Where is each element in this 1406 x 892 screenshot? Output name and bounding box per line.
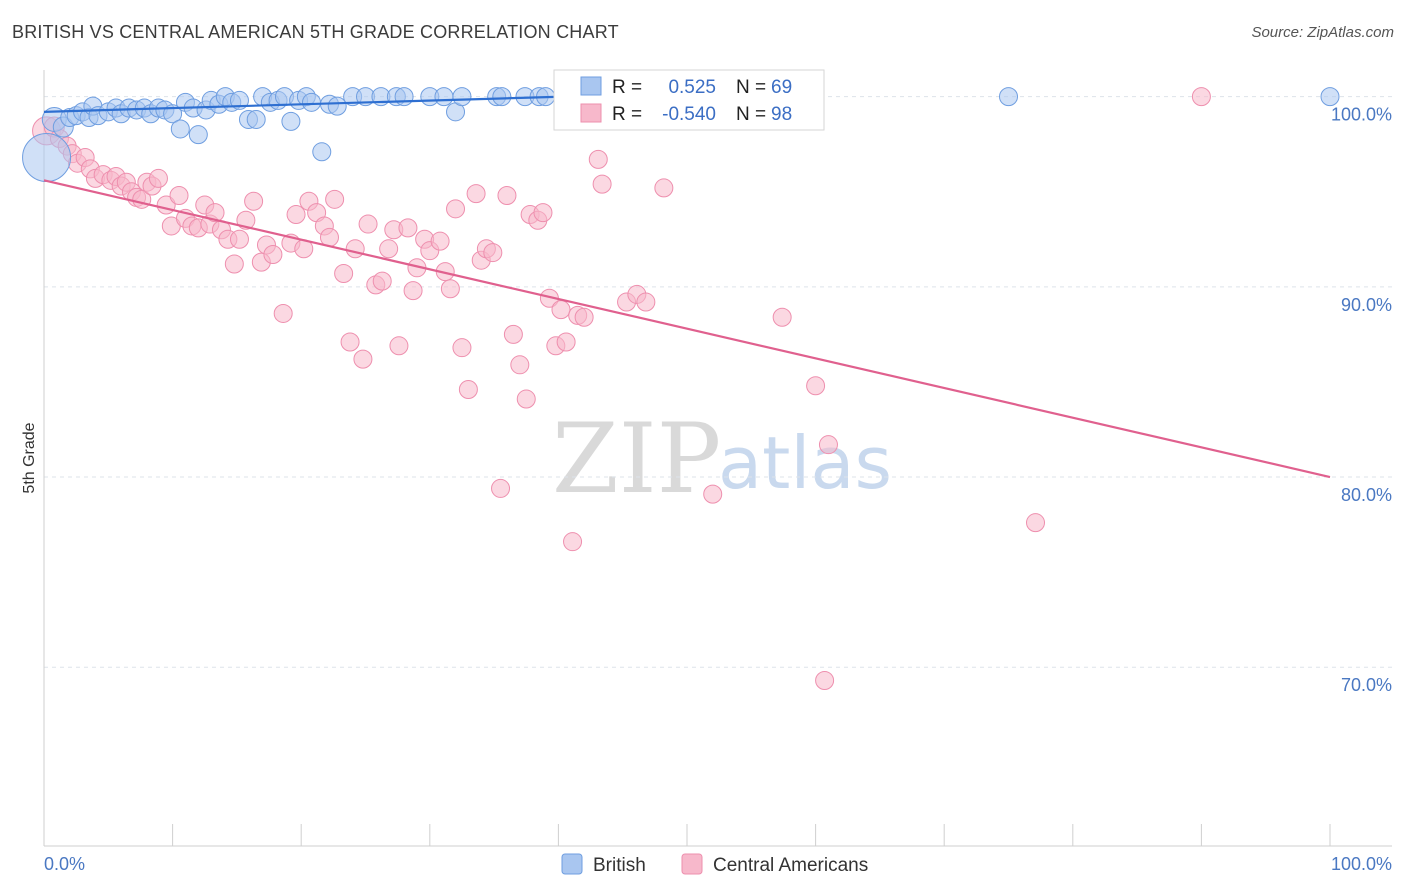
british-point-0 xyxy=(23,133,71,181)
series-central-americans xyxy=(33,88,1211,690)
y-axis-title: 5th Grade xyxy=(21,422,38,493)
central-point-83 xyxy=(557,333,575,351)
y-tick-label-100: 100.0% xyxy=(1331,105,1392,125)
legend-central-r-label: R = xyxy=(612,104,642,125)
british-point-35 xyxy=(282,112,300,130)
central-point-98 xyxy=(816,672,834,690)
british-point-67 xyxy=(1000,88,1018,106)
central-point-19 xyxy=(149,169,167,187)
british-point-48 xyxy=(435,88,453,106)
central-point-79 xyxy=(534,204,552,222)
british-point-68 xyxy=(1321,88,1339,106)
bottom-legend-british-label: British xyxy=(593,855,646,876)
scatter-chart: ZIP atlas 70.0% 80.0% 90.0% 100.0% 0.0% 100… xyxy=(0,0,1406,892)
legend-central-n-value: 98 xyxy=(771,104,792,125)
central-point-82 xyxy=(552,301,570,319)
central-point-48 xyxy=(341,333,359,351)
central-point-54 xyxy=(380,240,398,258)
central-point-91 xyxy=(637,293,655,311)
legend-central-swatch xyxy=(581,104,601,122)
legend-central-n-label: N = xyxy=(736,104,766,125)
central-point-71 xyxy=(484,244,502,262)
central-point-67 xyxy=(459,381,477,399)
watermark-atlas: atlas xyxy=(718,421,892,505)
british-point-50 xyxy=(453,88,471,106)
legend-british-r-value: 0.525 xyxy=(668,77,716,98)
bottom-legend-central-label: Central Americans xyxy=(713,855,868,876)
central-point-50 xyxy=(354,350,372,368)
central-point-65 xyxy=(447,200,465,218)
x-tick-label-max: 100.0% xyxy=(1331,854,1392,874)
central-point-86 xyxy=(575,308,593,326)
central-point-96 xyxy=(819,436,837,454)
central-point-88 xyxy=(593,175,611,193)
watermark: ZIP atlas xyxy=(552,403,892,515)
central-point-40 xyxy=(287,206,305,224)
watermark-zip: ZIP xyxy=(552,403,721,515)
british-point-22 xyxy=(189,126,207,144)
y-tick-label-90: 90.0% xyxy=(1341,295,1392,315)
bottom-legend-central-swatch xyxy=(682,854,702,874)
central-point-49 xyxy=(346,240,364,258)
central-point-66 xyxy=(453,339,471,357)
central-point-53 xyxy=(373,272,391,290)
central-point-92 xyxy=(655,179,673,197)
legend-british-n-value: 69 xyxy=(771,77,792,98)
central-point-34 xyxy=(245,192,263,210)
correlation-legend: R = 0.525 N = 69 R = -0.540 N = 98 xyxy=(554,70,824,130)
central-point-62 xyxy=(431,232,449,250)
central-point-76 xyxy=(517,390,535,408)
central-point-94 xyxy=(773,308,791,326)
central-point-47 xyxy=(335,265,353,283)
central-point-58 xyxy=(404,282,422,300)
central-point-51 xyxy=(359,215,377,233)
central-point-64 xyxy=(441,280,459,298)
central-point-37 xyxy=(264,245,282,263)
central-point-99 xyxy=(1192,88,1210,106)
series-legend: British Central Americans xyxy=(562,854,868,876)
central-point-87 xyxy=(589,150,607,168)
x-ticks xyxy=(44,824,1330,846)
central-point-68 xyxy=(467,185,485,203)
central-point-97 xyxy=(1027,514,1045,532)
legend-british-swatch xyxy=(581,77,601,95)
grid xyxy=(44,97,1392,668)
legend-british-n-label: N = xyxy=(736,77,766,98)
central-point-93 xyxy=(704,485,722,503)
central-point-73 xyxy=(498,187,516,205)
central-point-74 xyxy=(504,325,522,343)
central-point-32 xyxy=(230,230,248,248)
central-point-72 xyxy=(492,479,510,497)
central-point-75 xyxy=(511,356,529,374)
legend-british-r-label: R = xyxy=(612,77,642,98)
british-point-52 xyxy=(493,88,511,106)
y-tick-labels: 70.0% 80.0% 90.0% 100.0% xyxy=(1331,105,1392,696)
central-point-46 xyxy=(326,190,344,208)
british-point-41 xyxy=(328,97,346,115)
central-point-84 xyxy=(564,533,582,551)
british-point-46 xyxy=(395,88,413,106)
central-point-95 xyxy=(807,377,825,395)
central-point-56 xyxy=(390,337,408,355)
british-point-39 xyxy=(313,143,331,161)
legend-central-r-value: -0.540 xyxy=(662,104,716,125)
y-tick-label-70: 70.0% xyxy=(1341,675,1392,695)
british-point-38 xyxy=(302,93,320,111)
y-tick-label-80: 80.0% xyxy=(1341,485,1392,505)
british-point-30 xyxy=(247,110,265,128)
x-tick-label-min: 0.0% xyxy=(44,854,85,874)
central-point-38 xyxy=(274,304,292,322)
central-point-57 xyxy=(399,219,417,237)
central-point-22 xyxy=(170,187,188,205)
british-point-19 xyxy=(171,120,189,138)
central-point-31 xyxy=(225,255,243,273)
bottom-legend-british-swatch xyxy=(562,854,582,874)
